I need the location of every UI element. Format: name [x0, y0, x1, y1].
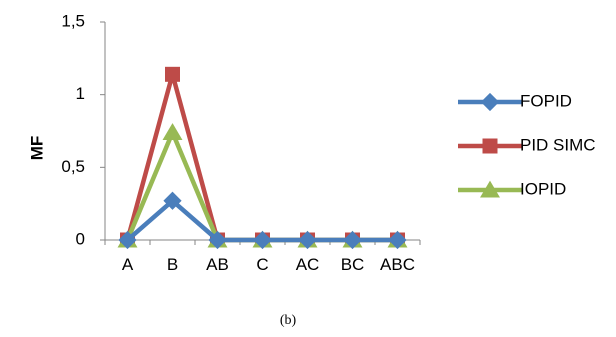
legend-item: IOPID	[458, 179, 566, 198]
data-point	[163, 191, 182, 210]
data-point	[298, 230, 317, 250]
data-point	[253, 230, 272, 250]
series-line	[125, 72, 398, 243]
x-tick-label: A	[122, 255, 134, 274]
series-line	[125, 130, 398, 243]
data-point	[162, 123, 183, 140]
x-tick-label: B	[167, 255, 178, 274]
y-tick-label: 1,5	[61, 11, 85, 30]
data-point	[343, 230, 362, 250]
legend-label: PID SIMC	[520, 135, 596, 154]
y-tick-label: 1	[76, 84, 85, 103]
legend-marker	[480, 180, 500, 198]
data-point	[118, 230, 137, 250]
y-tick-label: 0,5	[61, 157, 85, 176]
legend: FOPID PID SIMC IOPID	[458, 91, 596, 198]
data-point	[388, 230, 407, 250]
data-point	[165, 66, 180, 82]
data-point	[208, 230, 227, 250]
y-axis-label: MF	[27, 136, 46, 161]
figure-caption: (b)	[280, 313, 297, 328]
series-iopid	[117, 123, 408, 248]
legend-label: IOPID	[520, 179, 566, 198]
legend-item: PID SIMC	[458, 135, 596, 154]
x-tick-label: AB	[206, 255, 229, 274]
legend-item: FOPID	[458, 91, 572, 112]
legend-label: FOPID	[520, 91, 572, 110]
y-tick-label: 0	[76, 229, 85, 248]
legend-marker	[480, 92, 500, 112]
x-tick-label: AC	[296, 255, 320, 274]
series-fopid	[118, 191, 407, 250]
axes: 00,511,5A B AB C AC BC ABC	[61, 11, 421, 274]
x-tick-label: C	[256, 255, 268, 274]
legend-marker	[482, 138, 498, 154]
x-tick-label: ABC	[380, 255, 415, 274]
series-layer	[117, 66, 408, 250]
x-tick-label: BC	[341, 255, 365, 274]
